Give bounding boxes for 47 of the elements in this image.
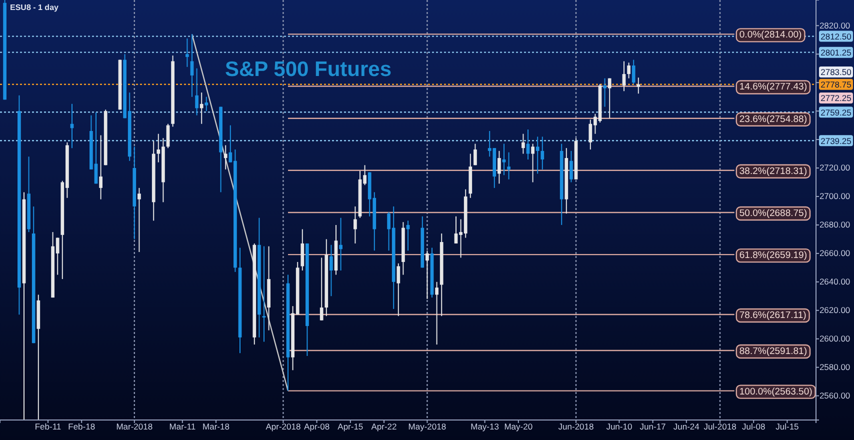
series-label: 23.6%(2754.88) <box>739 114 808 125</box>
series-label: 88.7%(2591.81) <box>739 346 808 358</box>
series-label: 50.0%(2688.75) <box>739 208 808 219</box>
x-tick-label: May-13 <box>470 421 500 432</box>
ref-line-label: 2801.25 <box>820 48 852 58</box>
x-tick-label: Apr-2018 <box>266 421 301 432</box>
series-label: 100.0%(2563.50) <box>739 386 812 398</box>
ref-line-label: 2759.25 <box>820 107 852 118</box>
x-tick-label: May-20 <box>504 421 533 432</box>
x-tick-label: Jul-08 <box>742 421 766 432</box>
y-tick-label: 2560.00 <box>819 390 850 401</box>
x-tick-label: May-2018 <box>408 421 446 432</box>
y-tick-label: 2580.00 <box>819 362 850 372</box>
ref-line-label: 2739.25 <box>820 136 852 146</box>
x-tick-label: Mar-11 <box>169 421 196 432</box>
y-tick-label: 2660.00 <box>819 248 850 258</box>
x-tick-label: Apr-15 <box>338 421 364 432</box>
y-tick-label: 2620.00 <box>819 305 850 316</box>
y-tick-label: 2720.00 <box>819 162 850 173</box>
x-tick-label: Apr-22 <box>371 421 398 432</box>
x-tick-label: Jun-2018 <box>558 421 594 432</box>
y-tick-label: 2680.00 <box>819 220 850 230</box>
y-tick-label: 2640.00 <box>819 276 850 287</box>
series-label: 61.8%(2659.19) <box>739 250 808 262</box>
y-tick-label: 2600.00 <box>819 334 850 344</box>
chart-subtitle: ESU8 - 1 day <box>10 3 60 12</box>
x-tick-label: Jun-17 <box>640 421 666 432</box>
text: 2772.25 <box>820 93 852 104</box>
series-label: 78.6%(2617.11) <box>739 310 806 321</box>
ref-line-label: 2778.75 <box>820 80 852 90</box>
x-tick-label: Feb-18 <box>68 421 96 432</box>
x-tick-label: Jun-10 <box>606 421 632 432</box>
x-tick-label: Apr-08 <box>304 421 330 432</box>
x-tick-label: Jun-24 <box>673 421 700 432</box>
series-label: 38.2%(2718.31) <box>739 166 808 177</box>
x-tick-label: Mar-18 <box>202 421 230 432</box>
text: S&P 500 Futures <box>225 58 392 81</box>
series-label: 0.0%(2814.00) <box>739 30 802 41</box>
x-tick-label: Jul-15 <box>776 421 800 432</box>
x-tick-label: Mar-2018 <box>116 421 153 432</box>
y-tick-label: 2820.00 <box>819 20 850 30</box>
series-label: 14.6%(2777.43) <box>739 82 808 93</box>
x-tick-label: Feb-11 <box>34 421 62 432</box>
y-tick-label: 2700.00 <box>819 191 850 202</box>
x-tick-label: Jul-2018 <box>704 421 737 432</box>
text: 2783.50 <box>820 67 852 78</box>
ref-line-label: 2812.50 <box>820 32 852 42</box>
